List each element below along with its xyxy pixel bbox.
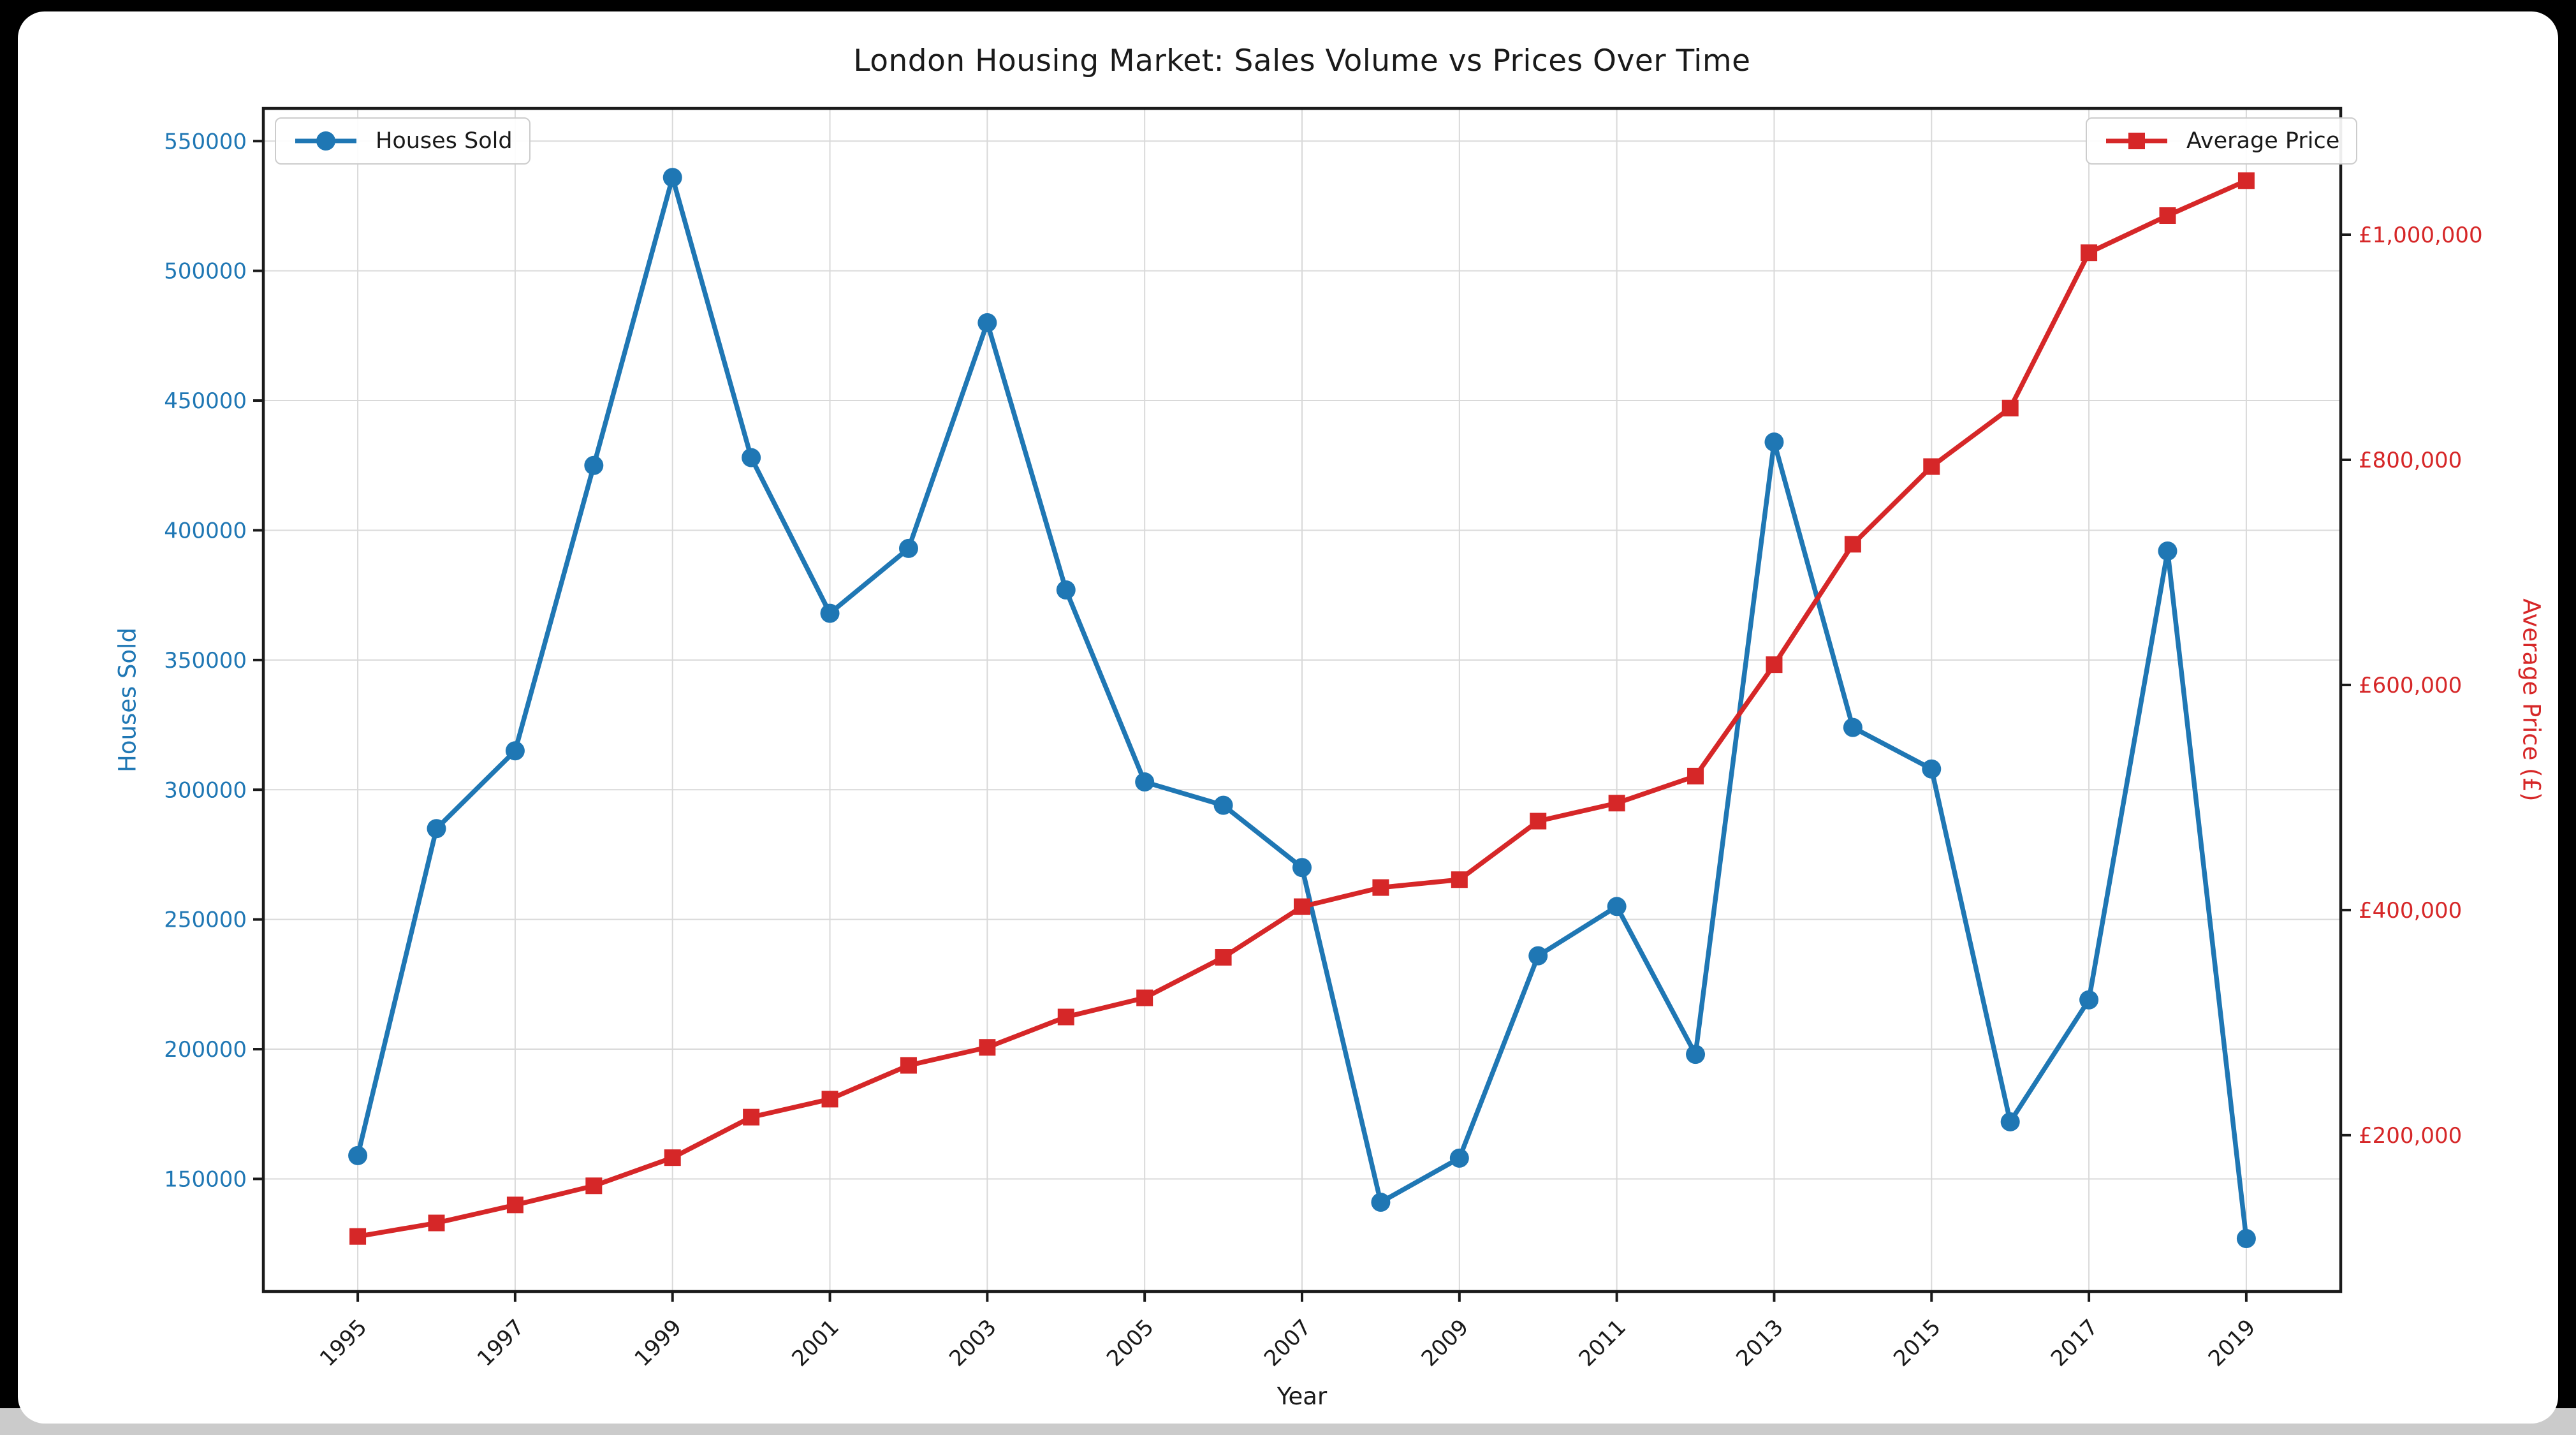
svg-text:1997: 1997 <box>472 1314 529 1371</box>
svg-text:300000: 300000 <box>164 777 247 803</box>
legend-average-price: Average Price <box>2086 117 2358 165</box>
svg-text:2013: 2013 <box>1731 1314 1788 1371</box>
svg-text:£1,000,000: £1,000,000 <box>2359 223 2483 248</box>
svg-text:350000: 350000 <box>164 648 247 673</box>
svg-text:1995: 1995 <box>315 1314 372 1371</box>
svg-text:2007: 2007 <box>1259 1314 1316 1371</box>
legend-label: Houses Sold <box>376 128 513 154</box>
chart-title: London Housing Market: Sales Volume vs P… <box>853 43 1751 78</box>
svg-text:1999: 1999 <box>630 1314 687 1371</box>
series-average-price <box>349 172 2255 1245</box>
svg-text:150000: 150000 <box>164 1166 247 1192</box>
legend-line-circle-icon <box>295 131 356 151</box>
svg-text:£400,000: £400,000 <box>2359 898 2462 924</box>
gridlines <box>263 108 2341 1292</box>
y-axis-label-left: Houses Sold <box>113 628 142 772</box>
svg-text:550000: 550000 <box>164 129 247 154</box>
svg-text:2017: 2017 <box>2046 1314 2103 1371</box>
svg-text:2015: 2015 <box>1889 1314 1945 1371</box>
svg-text:400000: 400000 <box>164 518 247 543</box>
plot-area: 1995 1997 1999 2001 2003 2005 2007 2009 2011 2013… <box>164 107 2483 1372</box>
svg-text:2003: 2003 <box>944 1314 1001 1371</box>
svg-text:£200,000: £200,000 <box>2359 1123 2462 1149</box>
x-axis-label: Year <box>1277 1383 1328 1410</box>
series-houses-sold <box>348 168 2256 1249</box>
svg-text:2009: 2009 <box>1417 1314 1474 1371</box>
y-axis-label-right: Average Price (£) <box>2517 598 2545 802</box>
svg-text:2001: 2001 <box>787 1314 844 1371</box>
legend-houses-sold: Houses Sold <box>275 117 531 165</box>
legend-label: Average Price <box>2186 128 2340 154</box>
svg-text:250000: 250000 <box>164 908 247 933</box>
svg-text:500000: 500000 <box>164 259 247 284</box>
svg-text:2019: 2019 <box>2204 1314 2260 1371</box>
legend-line-square-icon <box>2106 133 2167 149</box>
svg-text:450000: 450000 <box>164 388 247 414</box>
svg-text:200000: 200000 <box>164 1037 247 1063</box>
tick-marks <box>253 140 2351 1302</box>
svg-text:2005: 2005 <box>1102 1314 1159 1371</box>
svg-text:£800,000: £800,000 <box>2359 448 2462 473</box>
svg-text:£600,000: £600,000 <box>2359 673 2462 698</box>
svg-text:2011: 2011 <box>1574 1314 1631 1371</box>
figure-card: London Housing Market: Sales Volume vs P… <box>18 11 2558 1424</box>
